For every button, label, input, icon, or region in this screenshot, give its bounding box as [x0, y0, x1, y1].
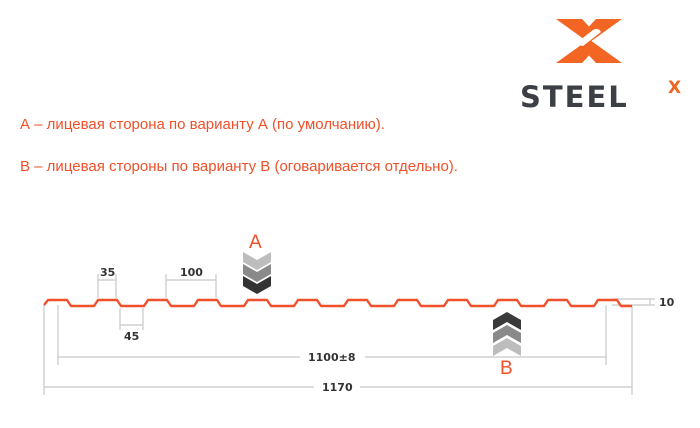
- side-a-arrow-icon: [243, 252, 271, 294]
- dim-rib-top: 35: [100, 266, 115, 279]
- dimension-lines: [43, 274, 655, 395]
- dim-pitch: 100: [180, 266, 203, 279]
- dim-rib-bottom: 45: [124, 330, 139, 343]
- dim-height: 10: [659, 296, 675, 309]
- steelx-logo: STEEL X: [520, 19, 681, 114]
- dim-useful-width: 1100±8: [308, 351, 356, 364]
- side-b-description: В – лицевая стороны по варианту В (огова…: [20, 158, 458, 175]
- profile-outline: [43, 298, 632, 308]
- dim-total-width: 1170: [322, 381, 353, 394]
- side-b-label: B: [500, 358, 513, 379]
- logo-text: STEEL: [520, 80, 629, 114]
- side-b-arrow-icon: [493, 312, 521, 356]
- side-a-label: A: [249, 232, 262, 253]
- logo-superscript: X: [668, 78, 681, 98]
- side-a-description: А – лицевая сторона по варианту А (по ум…: [20, 116, 385, 133]
